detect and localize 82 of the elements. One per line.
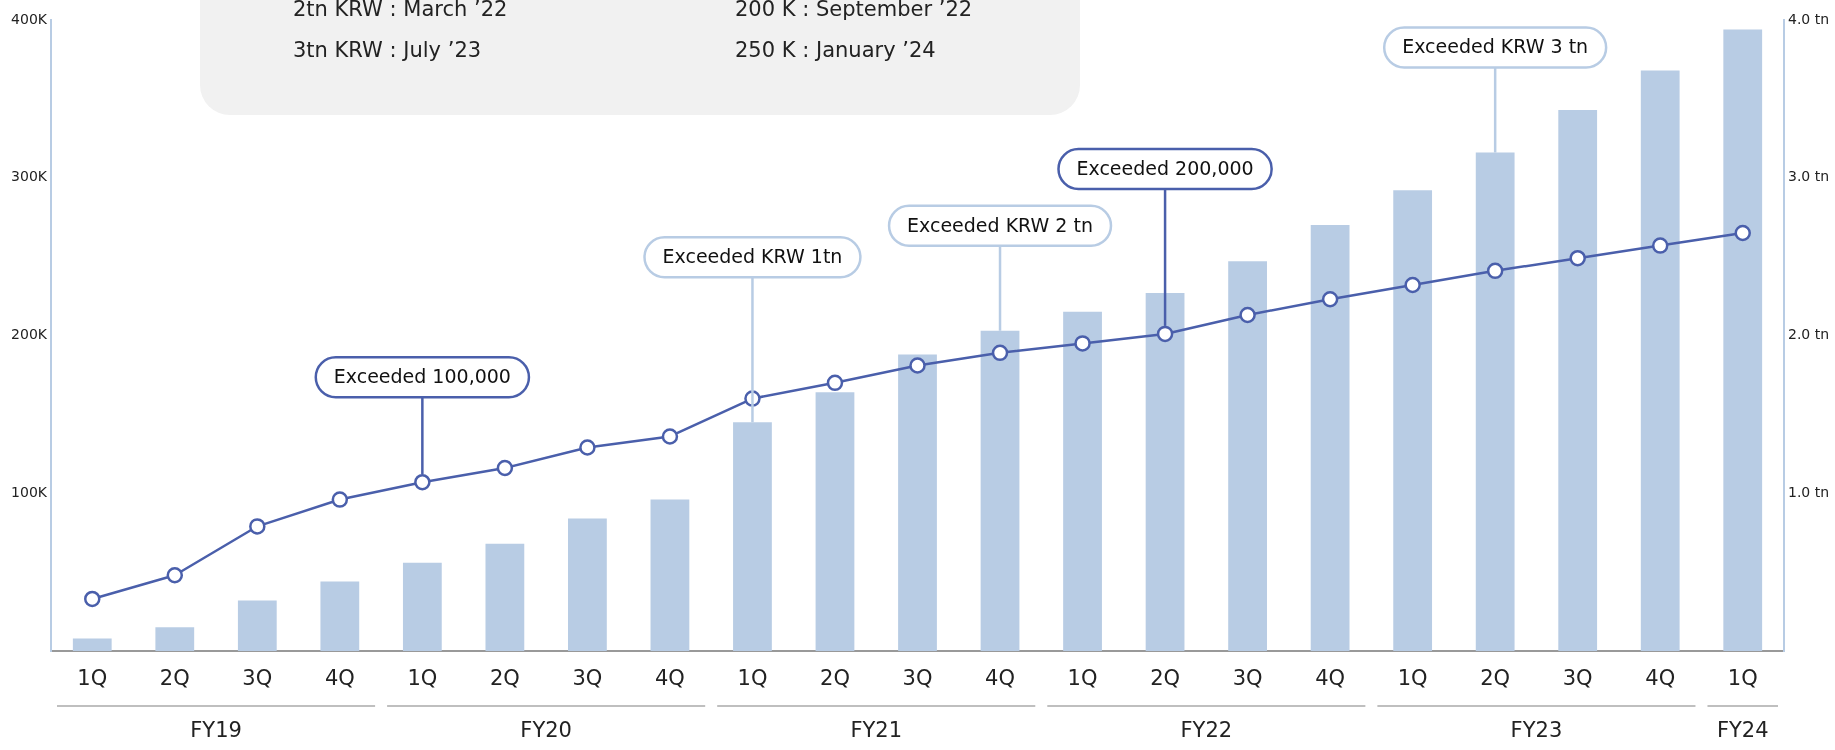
x-tick-label: 1Q	[1727, 666, 1758, 691]
y-tick-label: 200K	[11, 326, 48, 343]
bar	[72, 638, 112, 651]
point	[496, 459, 514, 477]
bar	[237, 600, 277, 651]
point	[826, 374, 844, 392]
bar	[155, 627, 195, 651]
x-tick-label: 4Q	[1315, 666, 1346, 691]
bar	[320, 581, 360, 651]
annotation: 200 K : September ’22	[735, 0, 973, 21]
bar	[485, 543, 525, 651]
point	[1404, 276, 1421, 294]
x-tick-label: 1Q	[1067, 666, 1098, 691]
x-tick-label: 2Q	[159, 666, 190, 691]
y-tick-label: 300K	[11, 168, 48, 185]
point	[1569, 249, 1586, 267]
bar	[1723, 29, 1763, 651]
y-tick-label: 100K	[11, 483, 48, 500]
annotation: Exceeded KRW 2 tn	[907, 213, 1093, 236]
point	[84, 590, 101, 608]
bar	[568, 518, 607, 651]
text: FY19	[190, 718, 242, 743]
x-tick-label: 3Q	[242, 666, 273, 691]
bar	[815, 392, 855, 651]
text: FY24	[1716, 718, 1769, 743]
y2-tick-label: 1.0 tn	[1788, 483, 1830, 500]
bar	[1310, 225, 1350, 651]
point	[1486, 262, 1504, 280]
point	[249, 518, 266, 535]
x-tick-label: 1Q	[1397, 666, 1428, 691]
annotation: Exceeded KRW 3 tn	[1402, 35, 1589, 58]
text: FY23	[1510, 718, 1563, 743]
point	[991, 344, 1009, 362]
point	[1074, 335, 1091, 352]
bar	[650, 499, 690, 651]
x-tick-label: 3Q	[1562, 666, 1593, 691]
annotation: Exceeded 200,000	[1076, 156, 1254, 179]
x-tick-label: 2Q	[489, 666, 520, 691]
bar	[1063, 311, 1102, 651]
point	[1734, 224, 1751, 242]
bar	[402, 562, 442, 651]
x-tick-label: 1Q	[737, 666, 768, 691]
y2-tick-label: 2.0 tn	[1788, 326, 1830, 343]
point	[661, 428, 679, 445]
text: FY22	[1180, 718, 1233, 743]
point	[331, 491, 349, 508]
point	[1651, 237, 1669, 254]
bar	[1640, 70, 1680, 651]
annotation: 3tn KRW : July ’23	[293, 38, 482, 62]
x-tick-label: 1Q	[407, 666, 438, 691]
point	[1156, 325, 1174, 343]
x-tick-label: 4Q	[1645, 666, 1676, 691]
x-tick-label: 4Q	[985, 666, 1015, 691]
annotation: 2tn KRW : March ’22	[293, 0, 508, 21]
point	[166, 567, 184, 584]
y2-tick-label: 3.0 tn	[1788, 168, 1830, 185]
y2-tick-label: 4.0 tn	[1788, 10, 1830, 27]
point	[1321, 290, 1339, 308]
bar	[1393, 190, 1433, 651]
y-tick-label: 400K	[11, 10, 48, 27]
point	[1239, 306, 1256, 324]
x-tick-label: 2Q	[820, 666, 850, 691]
annotation: Exceeded KRW 1tn	[662, 245, 843, 268]
text: FY20	[520, 718, 572, 743]
annotation: 250 K : January ’24	[735, 38, 936, 62]
x-tick-label: 2Q	[1480, 666, 1511, 691]
point	[909, 357, 926, 374]
x-tick-label: 1Q	[77, 666, 108, 691]
text: FY21	[850, 718, 903, 743]
x-tick-label: 3Q	[1232, 666, 1263, 691]
bar	[1558, 109, 1598, 651]
bar	[1145, 292, 1185, 651]
bar	[898, 354, 937, 651]
x-tick-label: 3Q	[902, 666, 933, 691]
bar	[1228, 261, 1267, 651]
x-tick-label: 3Q	[572, 666, 603, 691]
annotation: Exceeded 100,000	[333, 365, 511, 388]
x-tick-label: 4Q	[654, 666, 685, 691]
x-tick-label: 2Q	[1150, 666, 1181, 691]
point	[414, 473, 431, 491]
x-tick-label: 4Q	[324, 666, 355, 691]
point	[579, 439, 596, 456]
